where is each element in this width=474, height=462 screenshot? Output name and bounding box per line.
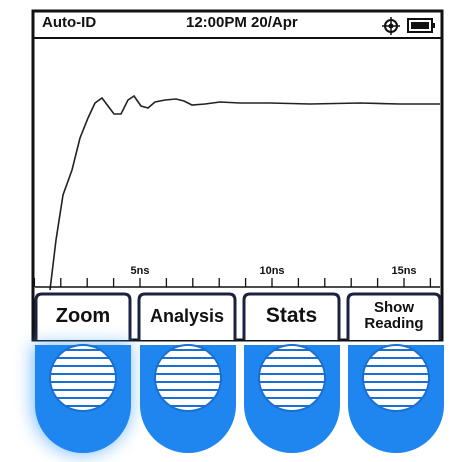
mode-label: Auto-ID xyxy=(42,14,97,31)
button-face xyxy=(154,344,222,412)
softkey-tabs xyxy=(34,292,442,340)
softkey-label[interactable]: Show Reading xyxy=(364,299,424,332)
gps-icon xyxy=(382,17,400,35)
button-face xyxy=(362,344,430,412)
button-face xyxy=(49,344,117,412)
softkey-label[interactable]: Zoom xyxy=(55,305,111,327)
waveform-trace xyxy=(49,94,440,291)
x-tick-label: 15ns xyxy=(391,265,417,277)
hardware-button[interactable] xyxy=(35,344,131,453)
x-tick-label: 10ns xyxy=(259,265,285,277)
hardware-button[interactable] xyxy=(140,344,236,453)
datetime: 12:00PM 20/Apr xyxy=(186,14,298,31)
hardware-button[interactable] xyxy=(244,344,340,453)
softkey-label[interactable]: Stats xyxy=(265,304,318,327)
axis-ticks xyxy=(33,278,432,287)
screen-frame xyxy=(31,9,444,342)
battery-icon xyxy=(407,18,435,33)
softkey-label[interactable]: Analysis xyxy=(149,306,225,326)
hardware-button[interactable] xyxy=(348,344,444,453)
button-face xyxy=(258,344,326,412)
x-tick-label: 5ns xyxy=(130,265,150,277)
